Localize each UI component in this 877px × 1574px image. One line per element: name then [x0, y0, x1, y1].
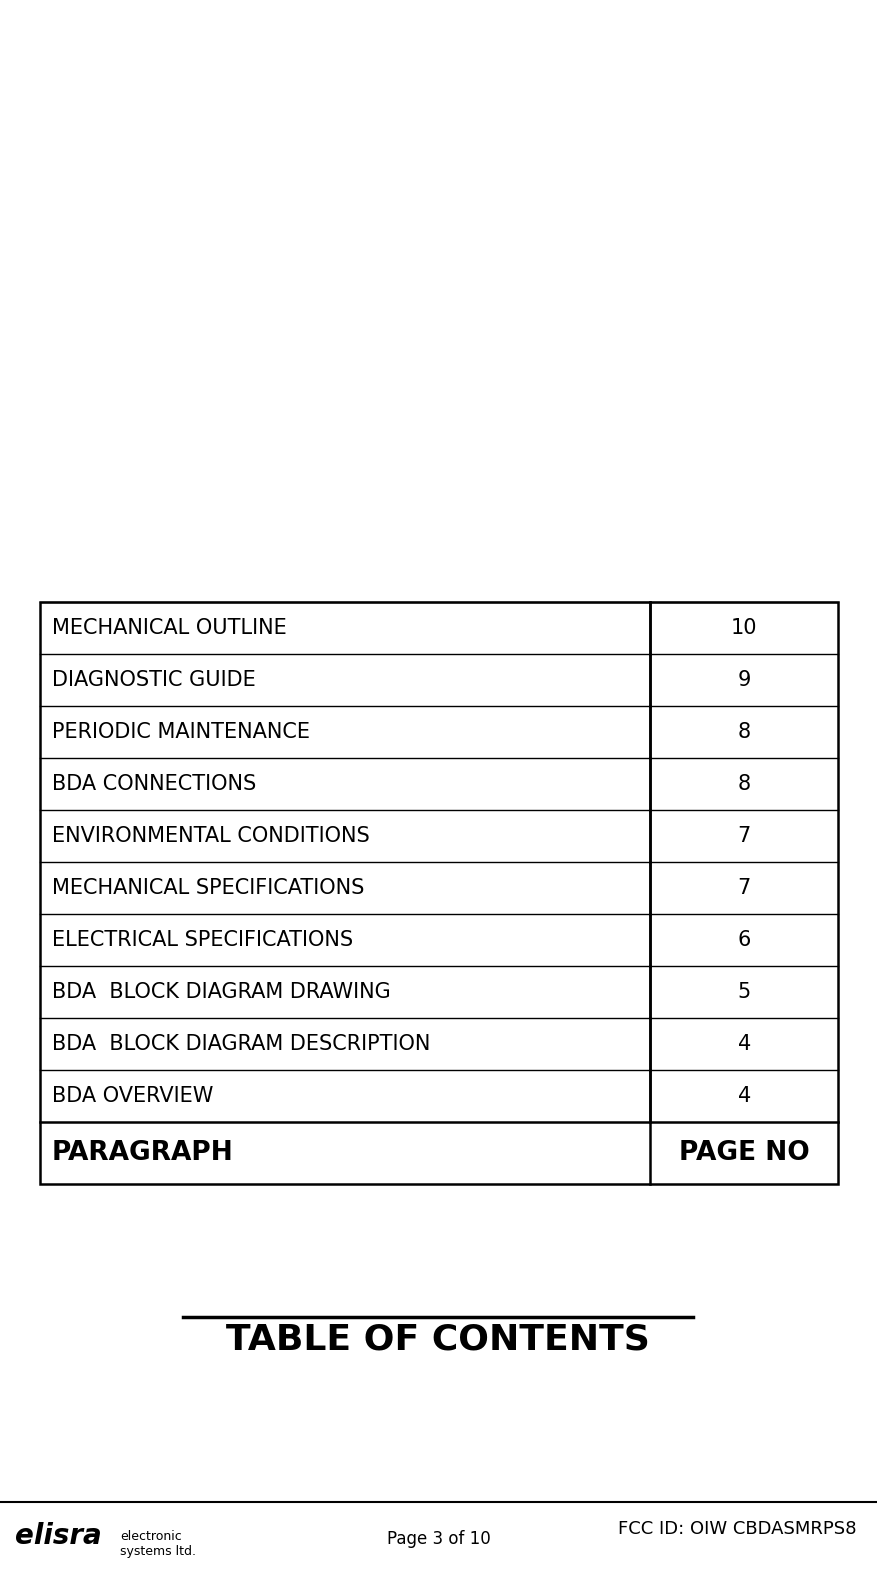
Text: ENVIRONMENTAL CONDITIONS: ENVIRONMENTAL CONDITIONS [52, 826, 370, 845]
Text: Page 3 of 10: Page 3 of 10 [387, 1530, 490, 1547]
Text: ELECTRICAL SPECIFICATIONS: ELECTRICAL SPECIFICATIONS [52, 930, 353, 951]
Text: electronic
systems ltd.: electronic systems ltd. [120, 1530, 196, 1558]
Text: PERIODIC MAINTENANCE: PERIODIC MAINTENANCE [52, 722, 310, 741]
Bar [40, 601, 838, 1184]
Text: BDA OVERVIEW: BDA OVERVIEW [52, 1086, 213, 1107]
Text: BDA CONNECTIONS: BDA CONNECTIONS [52, 774, 256, 793]
Text: MECHANICAL SPECIFICATIONS: MECHANICAL SPECIFICATIONS [52, 878, 364, 899]
Text: 8: 8 [738, 722, 751, 741]
Text: 7: 7 [738, 826, 751, 845]
Text: BDA  BLOCK DIAGRAM DESCRIPTION: BDA BLOCK DIAGRAM DESCRIPTION [52, 1034, 431, 1055]
Text: 5: 5 [738, 982, 751, 1003]
Text: DIAGNOSTIC GUIDE: DIAGNOSTIC GUIDE [52, 671, 256, 689]
Text: 10: 10 [731, 619, 758, 637]
Text: PAGE NO: PAGE NO [679, 1140, 809, 1166]
Text: 6: 6 [738, 930, 751, 951]
Text: 9: 9 [738, 671, 751, 689]
Text: 4: 4 [738, 1034, 751, 1055]
Text: TABLE OF CONTENTS: TABLE OF CONTENTS [226, 1322, 650, 1355]
Text: 4: 4 [738, 1086, 751, 1107]
Text: MECHANICAL OUTLINE: MECHANICAL OUTLINE [52, 619, 287, 637]
Text: BDA  BLOCK DIAGRAM DRAWING: BDA BLOCK DIAGRAM DRAWING [52, 982, 391, 1003]
Text: elisra: elisra [15, 1522, 102, 1550]
Text: 7: 7 [738, 878, 751, 899]
Text: PARAGRAPH: PARAGRAPH [52, 1140, 234, 1166]
Text: FCC ID: OIW CBDASMRPS8: FCC ID: OIW CBDASMRPS8 [618, 1520, 857, 1538]
Text: 8: 8 [738, 774, 751, 793]
